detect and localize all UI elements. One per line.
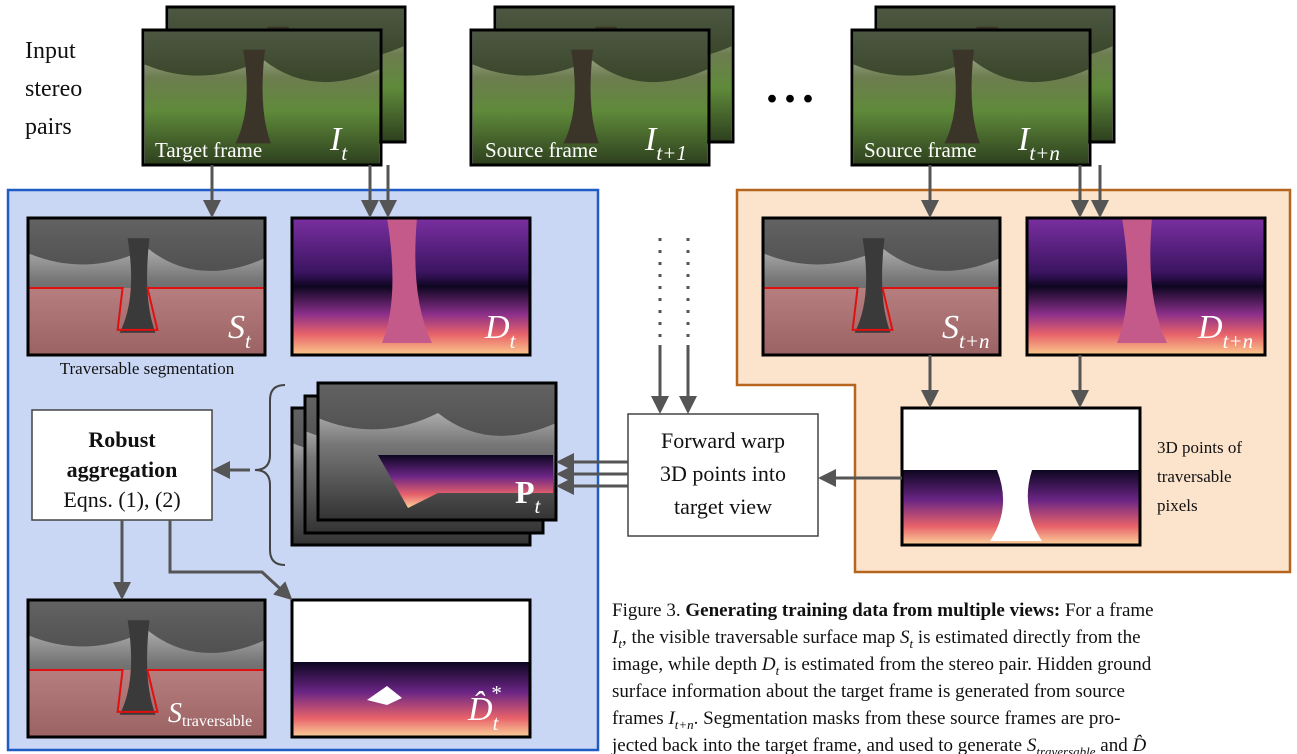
aggregation-title: aggregation — [67, 457, 178, 482]
image-symbol: St+n — [942, 309, 990, 353]
caption-run: is estimated from the stereo pair. Hidde… — [779, 654, 1151, 675]
caption-run: and — [1096, 735, 1133, 754]
caption-line: surface information about the target fra… — [612, 681, 1125, 702]
frame-label: Source frame — [864, 138, 977, 162]
output-segmentation-image — [26, 598, 267, 739]
image-caption: Traversable segmentation — [60, 359, 235, 378]
warp-label: target view — [674, 494, 772, 519]
caption-run: D̂ — [1131, 735, 1146, 754]
points-caption: pixels — [1157, 496, 1198, 515]
caption-run: I — [611, 627, 620, 648]
caption-run: jected back into the target frame, and u… — [611, 735, 1027, 754]
source-segmentation-image — [761, 216, 1002, 357]
ellipsis: ... — [766, 60, 820, 113]
frame-symbol: It+1 — [644, 121, 687, 165]
caption-run: t+n — [675, 717, 694, 732]
caption-run: Figure 3. — [612, 600, 685, 621]
input-label: stereo — [25, 76, 82, 102]
caption-run: t — [618, 636, 622, 651]
frame-label: Source frame — [485, 138, 598, 162]
caption-run: surface information about the target fra… — [612, 681, 1125, 702]
frame-symbol: It — [329, 121, 348, 165]
output-depth-image — [290, 598, 532, 739]
warp-box — [627, 413, 819, 537]
caption-run: I — [667, 708, 676, 729]
image-symbol: St — [228, 309, 252, 353]
caption-line: image, while depth Dt is estimated from … — [612, 654, 1152, 678]
caption-run: . Segmentation masks from these source f… — [694, 708, 1121, 729]
caption-run: t — [776, 663, 780, 678]
caption-line: It, the visible traversable surface map … — [611, 627, 1141, 651]
frame-symbol: It+n — [1017, 121, 1060, 165]
points-caption: traversable — [1157, 467, 1232, 486]
caption-run: is estimated directly from the — [913, 627, 1140, 648]
caption-run: , the visible traversable surface map — [622, 627, 900, 648]
brace — [254, 384, 286, 566]
figure-caption: Figure 3. Generating training data from … — [611, 600, 1154, 754]
input-label: Input — [25, 38, 76, 64]
caption-run: S — [900, 627, 910, 648]
aggregation-title: Robust — [88, 427, 156, 452]
image-symbol: Dt+n — [1197, 309, 1253, 353]
image-symbol: Pt — [515, 474, 542, 518]
caption-run: image, while depth — [612, 654, 762, 675]
arrows — [113, 165, 1109, 601]
caption-line: frames It+n. Segmentation masks from the… — [612, 708, 1121, 732]
frame-label: Target frame — [155, 138, 262, 162]
caption-run: D — [761, 654, 776, 675]
depth-image — [290, 216, 532, 357]
segmentation-image — [26, 216, 267, 357]
caption-line: jected back into the target frame, and u… — [611, 735, 1146, 754]
image-symbol: Dt — [484, 309, 517, 353]
caption-run: S — [1027, 735, 1037, 754]
stereo-pair: Target frame It — [141, 5, 407, 167]
stereo-pair: Source frame It+n — [850, 5, 1116, 167]
caption-run: Generating training data from multiple v… — [685, 600, 1060, 621]
caption-run: traversable — [1036, 744, 1095, 754]
input-label: pairs — [25, 114, 72, 140]
warp-label: 3D points into — [660, 461, 786, 486]
points-caption: 3D points of — [1157, 438, 1242, 457]
stereo-pair: Source frame It+1 — [469, 5, 735, 167]
warp-label: Forward warp — [661, 428, 785, 453]
points-stack — [290, 381, 558, 547]
caption-run: t — [909, 636, 913, 651]
image-symbol: D̂t* — [467, 681, 501, 735]
caption-line: Figure 3. Generating training data from … — [612, 600, 1154, 621]
image-symbol: Straversable — [168, 698, 252, 730]
caption-run: frames — [612, 708, 668, 729]
source-depth-image — [1025, 216, 1267, 357]
aggregation-equations: Eqns. (1), (2) — [63, 487, 180, 512]
caption-run: For a frame — [1060, 600, 1153, 621]
